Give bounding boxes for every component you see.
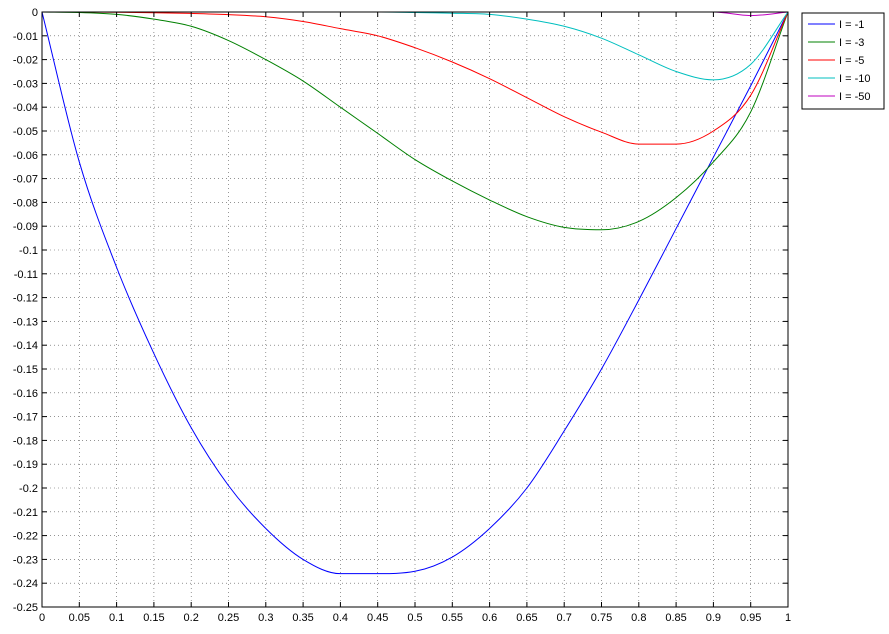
y-tick-label: -0.2: [19, 483, 38, 495]
x-tick-label: 0.65: [516, 612, 537, 624]
series-line-1: [42, 12, 788, 575]
x-tick-label: 0.9: [706, 612, 721, 624]
legend-label: I = -5: [839, 55, 864, 67]
y-tick-label: -0.03: [13, 78, 38, 90]
x-tick-label: 0.5: [407, 612, 422, 624]
x-tick-label: 0.3: [258, 612, 273, 624]
y-tick-label: -0.19: [13, 459, 38, 471]
legend-label: I = -10: [839, 73, 871, 85]
x-tick-label: 0.6: [482, 612, 497, 624]
x-axis-ticks: 0 0.05 0.1 0.15 0.2 0.25 0.3 0.35 0.4 0.45 0.5 0.55…: [39, 12, 791, 624]
x-tick-label: 0.95: [740, 612, 761, 624]
series-line-2: [42, 12, 788, 231]
y-tick-label: -0.25: [13, 602, 38, 614]
grid: [42, 12, 788, 607]
y-tick-label: -0.15: [13, 364, 38, 376]
x-tick-label: 0.7: [557, 612, 572, 624]
x-tick-label: 0.2: [184, 612, 199, 624]
x-tick-label: 0.85: [665, 612, 686, 624]
y-tick-label: -0.02: [13, 55, 38, 67]
y-tick-label: -0.12: [13, 293, 38, 305]
legend-label: I = -1: [839, 19, 864, 31]
y-tick-label: -0.11: [14, 269, 38, 281]
x-tick-label: 0.35: [292, 612, 313, 624]
y-tick-label: -0.22: [13, 531, 38, 543]
y-tick-label: -0.23: [13, 554, 38, 566]
x-tick-label: 0.75: [591, 612, 612, 624]
legend-label: I = -3: [839, 37, 864, 49]
x-tick-label: 1: [785, 612, 791, 624]
y-tick-label: 0: [32, 7, 38, 19]
y-tick-label: -0.14: [13, 340, 38, 352]
y-tick-label: -0.1: [19, 245, 38, 257]
x-tick-label: 0: [39, 612, 45, 624]
y-tick-label: -0.18: [13, 435, 38, 447]
y-tick-label: -0.09: [13, 221, 38, 233]
y-tick-label: -0.17: [13, 412, 38, 424]
x-tick-label: 0.1: [109, 612, 124, 624]
y-tick-label: -0.08: [13, 197, 38, 209]
x-tick-label: 0.15: [143, 612, 164, 624]
x-tick-label: 0.45: [367, 612, 388, 624]
x-tick-label: 0.8: [631, 612, 646, 624]
y-tick-label: -0.13: [13, 316, 38, 328]
y-tick-label: -0.01: [13, 31, 38, 43]
y-axis-ticks: 0 -0.01 -0.02 -0.03 -0.04 -0.05 -0.06 -0.07 -0.0…: [13, 7, 788, 614]
y-tick-label: -0.24: [13, 578, 38, 590]
y-tick-label: -0.04: [13, 102, 38, 114]
y-tick-label: -0.21: [13, 507, 38, 519]
x-tick-label: 0.05: [69, 612, 90, 624]
x-tick-label: 0.4: [333, 612, 348, 624]
y-tick-label: -0.06: [13, 150, 38, 162]
series-line-3: [42, 12, 788, 145]
y-tick-label: -0.16: [13, 388, 38, 400]
x-tick-label: 0.25: [218, 612, 239, 624]
legend[interactable]: I = -1 I = -3 I = -5 I = -10 I = -50: [801, 12, 885, 110]
y-tick-label: -0.07: [13, 174, 38, 186]
x-tick-label: 0.55: [442, 612, 463, 624]
legend-label: I = -50: [839, 91, 871, 103]
y-tick-label: -0.05: [13, 126, 38, 138]
legend-box: [801, 12, 885, 110]
